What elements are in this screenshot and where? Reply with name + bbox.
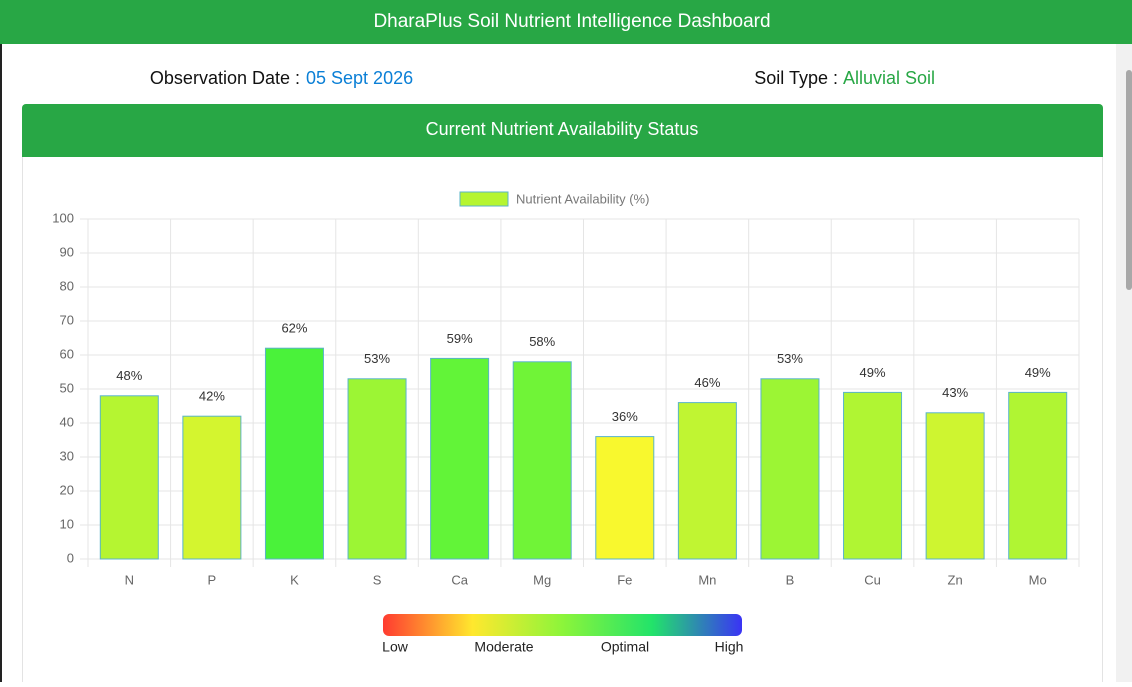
value-label: 48%: [116, 368, 142, 383]
y-tick-label: 10: [60, 516, 74, 531]
x-tick-label: B: [786, 572, 795, 587]
bar: [1008, 391, 1068, 560]
x-tick-label: Mn: [698, 572, 716, 587]
y-tick-label: 80: [60, 278, 74, 293]
bar: [595, 436, 655, 560]
y-tick-label: 90: [60, 244, 74, 259]
x-tick-label: Zn: [948, 572, 963, 587]
x-tick-label: K: [290, 572, 299, 587]
value-label: 46%: [694, 375, 720, 390]
bar: [347, 378, 407, 560]
header-title: DharaPlus Soil Nutrient Intelligence Das…: [373, 11, 770, 32]
value-label: 59%: [447, 331, 473, 346]
bar: [99, 395, 159, 560]
y-tick-label: 30: [60, 448, 74, 463]
legend-label: Nutrient Availability (%): [516, 191, 649, 206]
scale-label: Optimal: [601, 639, 649, 655]
date-label: Observation Date :: [150, 68, 300, 88]
x-tick-label: Cu: [864, 572, 881, 587]
scale-label: Moderate: [474, 639, 533, 655]
bar: [843, 391, 903, 560]
value-label: 49%: [1025, 365, 1051, 380]
x-tick-label: N: [125, 572, 134, 587]
x-tick-label: Mg: [533, 572, 551, 587]
value-label: 53%: [364, 351, 390, 366]
y-tick-label: 20: [60, 482, 74, 497]
soil-value: Alluvial Soil: [843, 68, 935, 88]
x-tick-label: P: [208, 572, 217, 587]
bar: [430, 357, 490, 560]
x-tick-label: Ca: [451, 572, 468, 587]
bar: [264, 347, 324, 560]
soil-label: Soil Type :: [754, 68, 838, 88]
scrollbar-thumb[interactable]: [1126, 70, 1132, 290]
value-label: 42%: [199, 389, 225, 404]
bar: [512, 361, 572, 560]
bar: [760, 378, 820, 560]
legend-swatch: [459, 191, 509, 207]
left-edge: [0, 44, 2, 682]
y-tick-label: 70: [60, 312, 74, 327]
x-tick-label: Mo: [1029, 572, 1047, 587]
value-label: 62%: [281, 321, 307, 336]
scale-label: Low: [382, 639, 409, 655]
x-tick-label: Fe: [617, 572, 632, 587]
value-label: 58%: [529, 334, 555, 349]
y-tick-label: 50: [60, 380, 74, 395]
scale-label: High: [715, 639, 744, 655]
x-tick-label: S: [373, 572, 382, 587]
y-tick-label: 60: [60, 346, 74, 361]
value-label: 36%: [612, 409, 638, 424]
header-bar: [0, 0, 1132, 44]
card-title: Current Nutrient Availability Status: [426, 119, 699, 139]
value-label: 49%: [860, 365, 886, 380]
bar: [925, 412, 985, 560]
bar: [182, 415, 242, 560]
y-tick-label: 40: [60, 414, 74, 429]
date-value: 05 Sept 2026: [306, 68, 413, 88]
y-tick-label: 100: [52, 210, 74, 225]
value-label: 43%: [942, 385, 968, 400]
card-header: [22, 104, 1103, 157]
y-tick-label: 0: [67, 550, 74, 565]
value-label: 53%: [777, 351, 803, 366]
bar: [677, 402, 737, 560]
color-scale: [383, 614, 742, 636]
